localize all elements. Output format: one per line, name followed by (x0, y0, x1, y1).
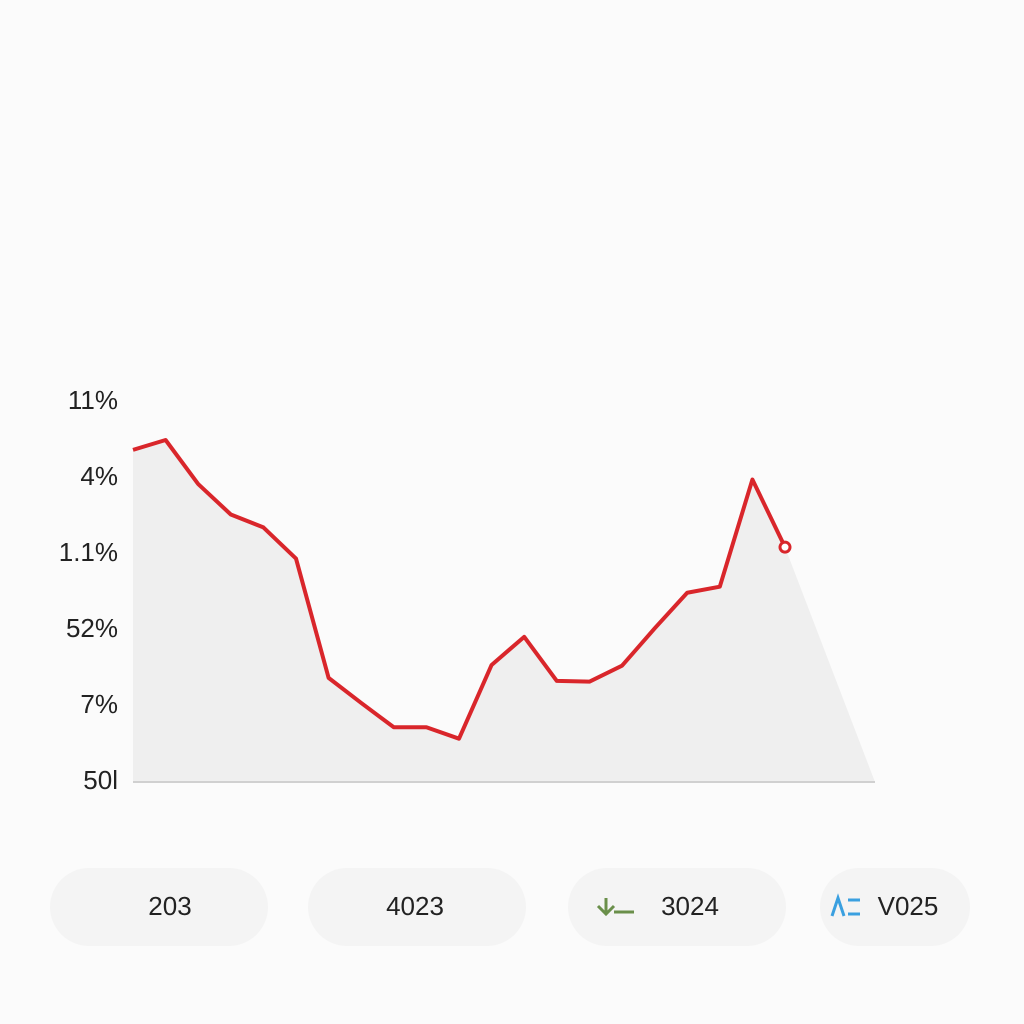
button[interactable] (50, 868, 268, 946)
button-label: 3024 (661, 891, 719, 921)
area (133, 440, 875, 782)
button-label: V025 (878, 891, 939, 921)
button[interactable] (820, 868, 970, 946)
icon (596, 898, 634, 917)
end-marker (778, 540, 792, 554)
y-tick-label: 52% (66, 613, 118, 643)
button-label: 4023 (386, 891, 444, 921)
y-tick-label: 4% (80, 461, 118, 491)
button[interactable] (308, 868, 526, 946)
y-tick-label: 7% (80, 689, 118, 719)
line (132, 438, 787, 741)
button-bar: 203 4023 3024 V025 (50, 868, 970, 946)
icon (830, 893, 860, 917)
y-tick-label: 1.1% (59, 537, 118, 567)
y-tick-label: 11% (68, 385, 118, 415)
button-label: 203 (148, 891, 191, 921)
y-tick-label: 50l (83, 765, 118, 795)
button[interactable] (568, 868, 786, 946)
